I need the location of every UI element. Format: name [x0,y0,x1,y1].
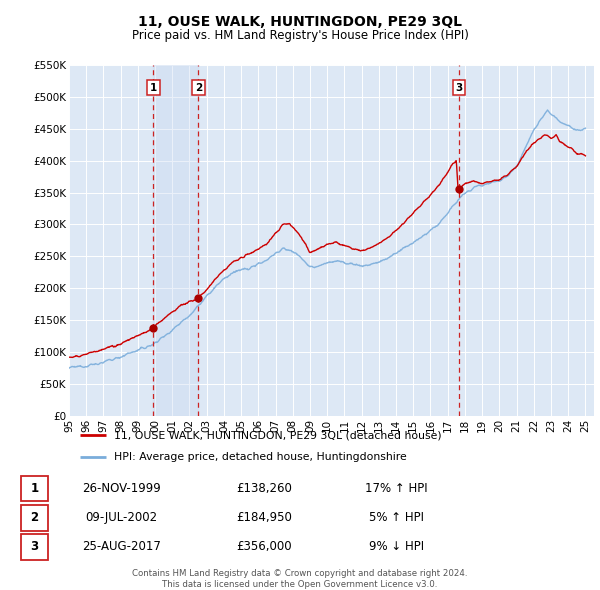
Text: Contains HM Land Registry data © Crown copyright and database right 2024.: Contains HM Land Registry data © Crown c… [132,569,468,578]
Text: 11, OUSE WALK, HUNTINGDON, PE29 3QL (detached house): 11, OUSE WALK, HUNTINGDON, PE29 3QL (det… [113,430,441,440]
Text: This data is licensed under the Open Government Licence v3.0.: This data is licensed under the Open Gov… [163,579,437,589]
Text: 25-AUG-2017: 25-AUG-2017 [82,540,161,553]
Text: 26-NOV-1999: 26-NOV-1999 [82,482,161,495]
Text: HPI: Average price, detached house, Huntingdonshire: HPI: Average price, detached house, Hunt… [113,453,406,462]
Text: £356,000: £356,000 [236,540,292,553]
Text: 5% ↑ HPI: 5% ↑ HPI [368,511,424,525]
Text: £138,260: £138,260 [236,482,292,495]
Text: 1: 1 [150,83,157,93]
Text: 3: 3 [455,83,463,93]
Text: 2: 2 [31,511,38,525]
Text: 1: 1 [31,482,38,495]
Bar [154,65,199,416]
Text: 17% ↑ HPI: 17% ↑ HPI [365,482,427,495]
Text: 09-JUL-2002: 09-JUL-2002 [85,511,157,525]
Text: 9% ↓ HPI: 9% ↓ HPI [368,540,424,553]
FancyBboxPatch shape [21,534,49,560]
FancyBboxPatch shape [21,476,49,502]
FancyBboxPatch shape [21,505,49,530]
Text: 11, OUSE WALK, HUNTINGDON, PE29 3QL: 11, OUSE WALK, HUNTINGDON, PE29 3QL [138,15,462,29]
Text: 3: 3 [31,540,38,553]
Text: Price paid vs. HM Land Registry's House Price Index (HPI): Price paid vs. HM Land Registry's House … [131,29,469,42]
Text: 2: 2 [195,83,202,93]
Text: £184,950: £184,950 [236,511,292,525]
